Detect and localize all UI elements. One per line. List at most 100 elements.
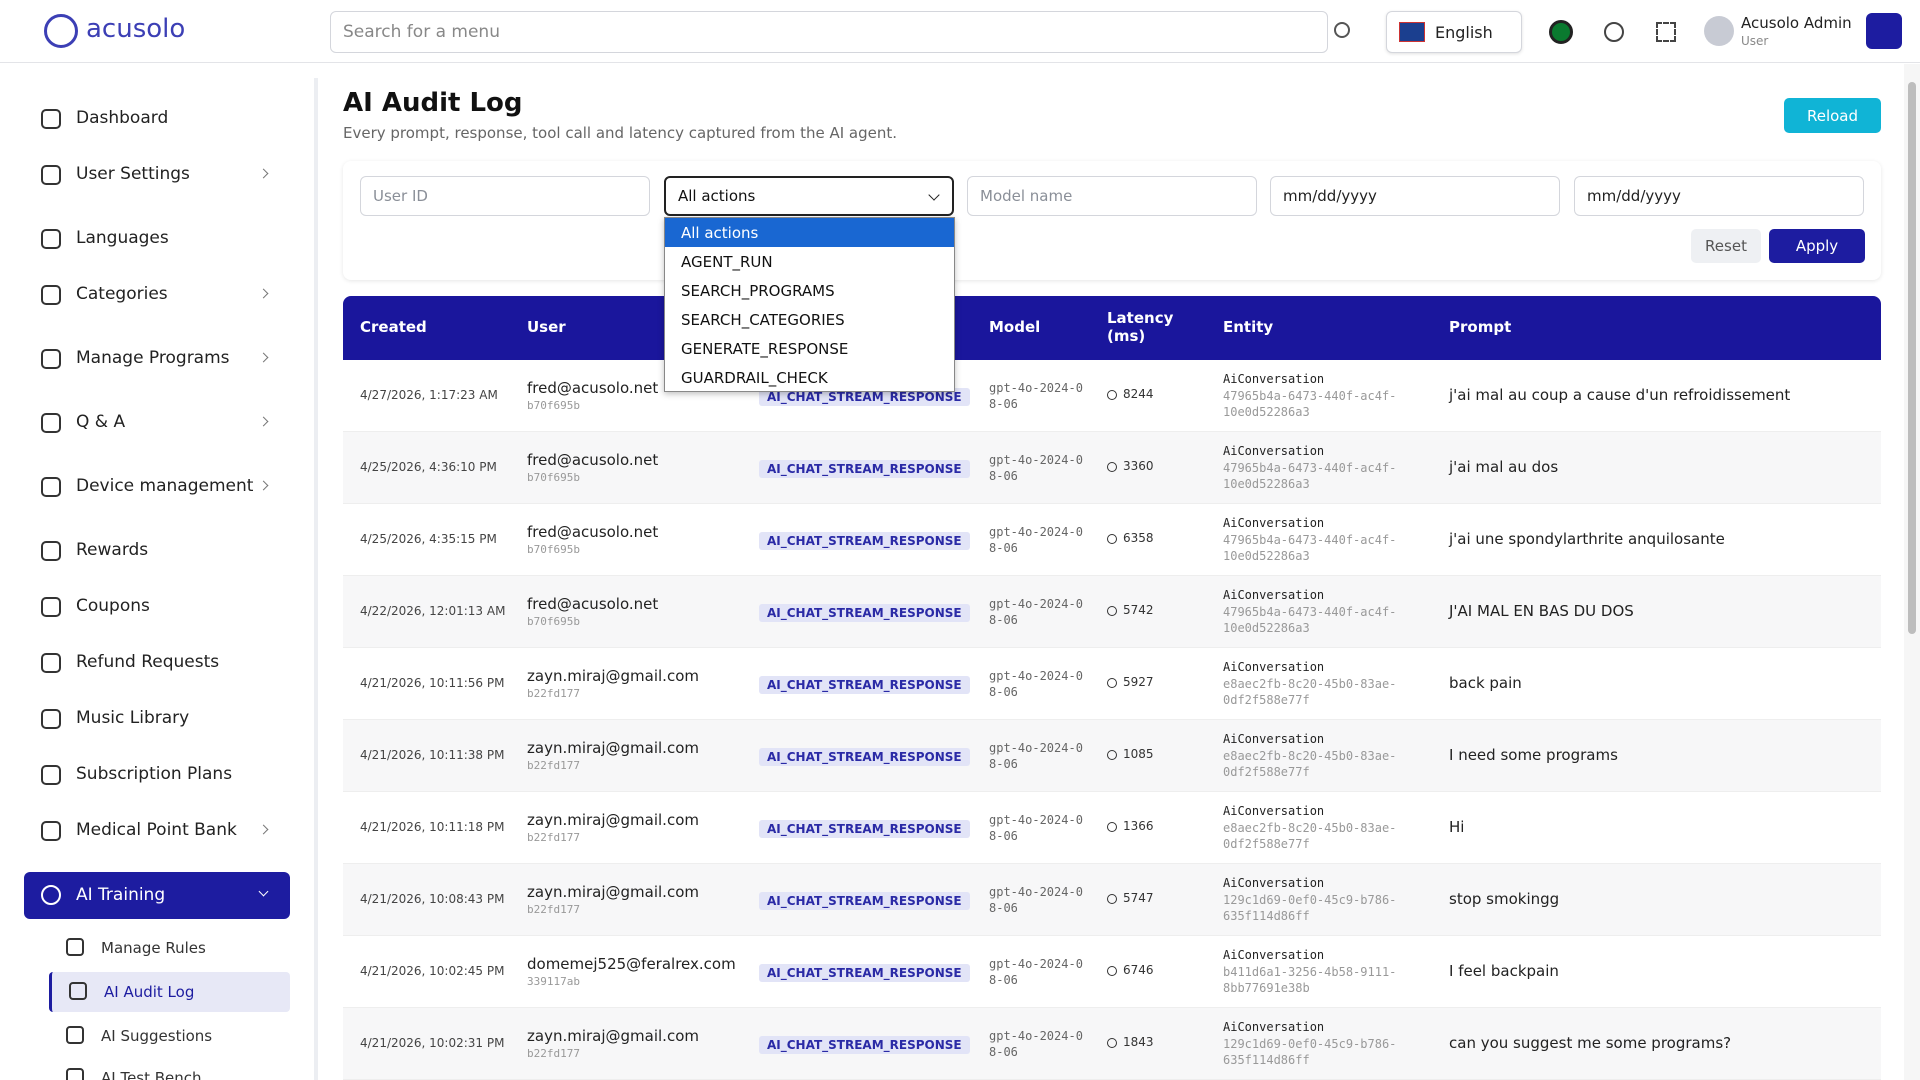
- user-id-input[interactable]: User ID: [360, 176, 650, 216]
- latency-icon: [1107, 1038, 1117, 1048]
- nav-item[interactable]: Manage Programs: [24, 337, 290, 381]
- nav-item[interactable]: Medical Point Bank: [24, 809, 290, 853]
- date-to-input[interactable]: mm/dd/yyyy: [1574, 176, 1864, 216]
- entity-id: 47965b4a-6473-440f-ac4f-10e0d52286a3: [1223, 461, 1397, 491]
- theme-toggle[interactable]: [1604, 22, 1624, 42]
- latency-cell: 6358: [1123, 531, 1154, 545]
- nav-icon: [41, 229, 61, 249]
- action-badge: AI_CHAT_STREAM_RESPONSE: [759, 676, 970, 694]
- model-input[interactable]: Model name: [967, 176, 1257, 216]
- prompt-cell: I need some programs: [1449, 746, 1618, 764]
- dropdown-option[interactable]: GUARDRAIL_CHECK: [681, 369, 828, 387]
- settings-button[interactable]: [1866, 13, 1902, 49]
- reload-label: Reload: [1806, 106, 1859, 125]
- language-select[interactable]: English: [1386, 11, 1522, 53]
- entity-id: 129c1d69-0ef0-45c9-b786-635f114d86ff: [1223, 893, 1397, 923]
- table-row[interactable]: 4/21/2026, 10:11:56 PM zayn.miraj@gmail.c…: [343, 648, 1881, 720]
- user-id: b22fd177: [527, 903, 580, 916]
- apply-button[interactable]: Apply: [1769, 229, 1865, 263]
- nav-subitem[interactable]: AI Suggestions: [49, 1016, 290, 1056]
- nav-label: Q & A: [76, 412, 126, 432]
- logo-text: acusolo: [86, 14, 186, 44]
- dropdown-option[interactable]: SEARCH_PROGRAMS: [681, 282, 835, 300]
- nav-item[interactable]: Coupons: [24, 585, 290, 629]
- table-row[interactable]: 4/25/2026, 4:36:10 PM fred@acusolo.net b70…: [343, 432, 1881, 504]
- nav-icon: [41, 413, 61, 433]
- prompt-cell: J'AI MAL EN BAS DU DOS: [1449, 602, 1634, 620]
- entity-type: AiConversation: [1223, 1020, 1325, 1034]
- logo-mark: [44, 14, 78, 48]
- nav-icon: [69, 982, 87, 1000]
- entity-type: AiConversation: [1223, 804, 1325, 818]
- table-row[interactable]: 4/21/2026, 10:02:31 PM zayn.miraj@gmail.c…: [343, 1008, 1881, 1080]
- nav-label: Coupons: [76, 596, 150, 616]
- prompt-cell: stop smokingg: [1449, 890, 1560, 908]
- table-row[interactable]: 4/22/2026, 12:01:13 AM fred@acusolo.net b7…: [343, 576, 1881, 648]
- nav-item[interactable]: Rewards: [24, 529, 290, 573]
- prompt-cell: j'ai mal au coup a cause d'un refroidiss…: [1449, 386, 1791, 404]
- date-from-input[interactable]: mm/dd/yyyy: [1270, 176, 1560, 216]
- action-select[interactable]: All actions: [664, 176, 954, 216]
- page-title: AI Audit Log: [343, 88, 523, 118]
- region-flag[interactable]: [1549, 20, 1573, 44]
- latency-cell: 5927: [1123, 675, 1154, 689]
- nav-item[interactable]: Dashboard: [24, 97, 290, 141]
- latency-icon: [1107, 750, 1117, 760]
- user-role: User: [1741, 34, 1769, 48]
- nav-item[interactable]: User Settings: [24, 153, 290, 197]
- user-email: fred@acusolo.net: [527, 523, 659, 541]
- nav-sublabel: AI Audit Log: [104, 983, 195, 1001]
- sidebar: Dashboard User Settings Languages Categorie…: [0, 64, 316, 1080]
- header-cell: Created: [360, 318, 427, 336]
- table-row[interactable]: 4/21/2026, 10:08:43 PM zayn.miraj@gmail.c…: [343, 864, 1881, 936]
- dropdown-option[interactable]: GENERATE_RESPONSE: [681, 340, 849, 358]
- table-row[interactable]: 4/21/2026, 10:11:38 PM zayn.miraj@gmail.c…: [343, 720, 1881, 792]
- table-row[interactable]: 4/21/2026, 10:02:45 PM domemej525@feralre…: [343, 936, 1881, 1008]
- nav-subitem[interactable]: AI Test Bench: [49, 1058, 290, 1080]
- nav-item[interactable]: Languages: [24, 217, 290, 261]
- table-row[interactable]: 4/21/2026, 10:11:18 PM zayn.miraj@gmail.c…: [343, 792, 1881, 864]
- search-icon: [1334, 22, 1350, 38]
- nav-item[interactable]: Music Library: [24, 697, 290, 741]
- table-row[interactable]: 4/25/2026, 4:35:15 PM fred@acusolo.net b70…: [343, 504, 1881, 576]
- dropdown-option[interactable]: AGENT_RUN: [681, 253, 773, 271]
- nav-item[interactable]: Device management: [24, 465, 290, 509]
- table-row[interactable]: 4/27/2026, 1:17:23 AM fred@acusolo.net b70…: [343, 360, 1881, 432]
- model-cell: gpt-4o-2024-08-06: [989, 813, 1083, 843]
- reload-button[interactable]: Reload: [1784, 98, 1881, 133]
- dropdown-option[interactable]: All actions: [665, 218, 954, 247]
- entity-type: AiConversation: [1223, 948, 1325, 962]
- search-input[interactable]: Search for a menu: [330, 11, 1328, 53]
- avatar[interactable]: [1704, 16, 1734, 46]
- reset-button[interactable]: Reset: [1691, 229, 1761, 263]
- latency-icon: [1107, 534, 1117, 544]
- user-email: zayn.miraj@gmail.com: [527, 739, 699, 757]
- nav-label: AI Training: [76, 885, 166, 905]
- nav-icon: [41, 885, 61, 905]
- nav-item[interactable]: Q & A: [24, 401, 290, 445]
- entity-id: 47965b4a-6473-440f-ac4f-10e0d52286a3: [1223, 605, 1397, 635]
- model-cell: gpt-4o-2024-08-06: [989, 957, 1083, 987]
- nav-item[interactable]: Categories: [24, 273, 290, 317]
- nav-item[interactable]: Refund Requests: [24, 641, 290, 685]
- action-badge: AI_CHAT_STREAM_RESPONSE: [759, 748, 970, 766]
- nav-subitem[interactable]: AI Audit Log: [49, 972, 290, 1012]
- header-cell: Entity: [1223, 318, 1274, 336]
- action-badge: AI_CHAT_STREAM_RESPONSE: [759, 532, 970, 550]
- user-id: b70f695b: [527, 399, 580, 412]
- model-cell: gpt-4o-2024-08-06: [989, 525, 1083, 555]
- dropdown-option[interactable]: SEARCH_CATEGORIES: [681, 311, 845, 329]
- fullscreen-toggle[interactable]: [1656, 22, 1676, 42]
- nav-icon: [41, 653, 61, 673]
- latency-cell: 5747: [1123, 891, 1154, 905]
- prompt-cell: Hi: [1449, 818, 1465, 836]
- latency-icon: [1107, 606, 1117, 616]
- nav-group-active[interactable]: AI Training: [24, 872, 290, 919]
- nav-subitem[interactable]: Manage Rules: [49, 928, 290, 968]
- page-subtitle: Every prompt, response, tool call and la…: [343, 124, 898, 142]
- nav-item[interactable]: Subscription Plans: [24, 753, 290, 797]
- nav-sublabel: AI Suggestions: [101, 1027, 213, 1045]
- user-email: fred@acusolo.net: [527, 595, 659, 613]
- entity-id: b411d6a1-3256-4b58-9111-8bb77691e38b: [1223, 965, 1397, 995]
